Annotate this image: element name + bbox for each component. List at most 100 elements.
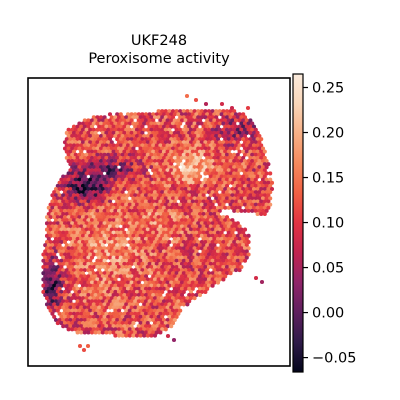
tissue-spot bbox=[82, 130, 87, 135]
tissue-spot bbox=[91, 158, 96, 164]
tissue-spot bbox=[255, 180, 260, 185]
tissue-spot bbox=[98, 134, 104, 139]
tissue-spot bbox=[212, 137, 217, 142]
tissue-spot bbox=[203, 121, 208, 126]
tissue-spot bbox=[61, 199, 66, 204]
tissue-spot bbox=[165, 168, 170, 173]
tissue-spot bbox=[203, 115, 208, 120]
tissue-spot bbox=[172, 118, 177, 123]
tissue-spot bbox=[61, 218, 66, 223]
tissue-spot bbox=[214, 121, 219, 126]
tissue-spot bbox=[138, 158, 143, 164]
tissue-spot bbox=[214, 146, 219, 151]
tissue-spot bbox=[197, 137, 203, 142]
tissue-spot bbox=[165, 124, 170, 129]
tissue-spot bbox=[197, 130, 203, 135]
tissue-spot bbox=[136, 155, 141, 160]
tissue-spot bbox=[75, 130, 80, 135]
tissue-spot bbox=[84, 134, 89, 139]
tissue-spot bbox=[264, 171, 269, 176]
tissue-spot bbox=[48, 215, 53, 220]
tissue-spot bbox=[70, 127, 75, 132]
tissue-spot bbox=[109, 177, 114, 182]
tissue-spot bbox=[230, 155, 235, 160]
tissue-spot bbox=[246, 202, 251, 207]
tissue-spot bbox=[185, 109, 190, 114]
tissue-spot bbox=[170, 158, 176, 164]
tissue-spot bbox=[205, 143, 210, 148]
tissue-spot bbox=[68, 199, 73, 204]
tissue-spot bbox=[196, 183, 201, 188]
tissue-spot bbox=[201, 137, 206, 142]
tissue-spot bbox=[91, 196, 96, 201]
tissue-spot bbox=[147, 205, 152, 210]
tissue-spot bbox=[71, 168, 77, 173]
tissue-spot bbox=[257, 171, 262, 176]
tissue-spot bbox=[188, 109, 194, 114]
tissue-spot bbox=[233, 137, 239, 142]
tissue-spot bbox=[106, 215, 111, 220]
tissue-spot bbox=[125, 155, 131, 160]
tissue-spot bbox=[190, 205, 195, 210]
tissue-spot bbox=[221, 190, 226, 195]
tissue-spot bbox=[160, 140, 165, 145]
tissue-spot bbox=[64, 137, 69, 142]
tissue-spot bbox=[241, 118, 246, 123]
tissue-spot bbox=[134, 152, 140, 157]
tissue-spot bbox=[100, 130, 105, 135]
tissue-spot bbox=[125, 218, 131, 223]
tissue-spot bbox=[88, 146, 93, 151]
tissue-spot bbox=[68, 211, 73, 217]
tissue-spot bbox=[80, 196, 86, 201]
tissue-spot bbox=[190, 218, 195, 223]
tissue-spot bbox=[97, 205, 102, 210]
tissue-spot bbox=[98, 202, 104, 207]
tissue-spot bbox=[206, 196, 212, 201]
tissue-spot bbox=[197, 168, 203, 173]
tissue-spot bbox=[196, 121, 201, 126]
tissue-spot bbox=[264, 196, 269, 201]
tissue-spot bbox=[131, 121, 136, 126]
tissue-spot bbox=[124, 177, 129, 182]
tissue-spot bbox=[93, 162, 98, 167]
tissue-spot bbox=[187, 168, 192, 173]
tissue-spot bbox=[230, 180, 235, 185]
tissue-spot bbox=[93, 205, 98, 210]
tissue-spot bbox=[71, 199, 77, 204]
tissue-spot bbox=[219, 143, 224, 148]
tissue-spot bbox=[206, 183, 212, 188]
tissue-spot bbox=[174, 121, 179, 126]
tissue-spot bbox=[192, 215, 197, 220]
tissue-spot bbox=[134, 202, 140, 207]
tissue-spot bbox=[84, 121, 89, 126]
tissue-spot bbox=[259, 187, 264, 192]
tissue-spot bbox=[124, 140, 129, 145]
tissue-spot bbox=[120, 183, 125, 188]
tissue-spot bbox=[188, 171, 194, 176]
tissue-spot bbox=[80, 183, 86, 188]
tissue-spot bbox=[106, 152, 111, 157]
tissue-spot bbox=[174, 215, 179, 220]
tissue-spot bbox=[113, 158, 118, 164]
tissue-spot bbox=[109, 190, 114, 195]
tissue-spot bbox=[88, 215, 93, 220]
tissue-spot bbox=[142, 202, 147, 207]
tissue-spot bbox=[174, 202, 179, 207]
tissue-spot bbox=[217, 109, 222, 114]
tissue-spot bbox=[133, 155, 138, 160]
tissue-spot bbox=[206, 208, 212, 213]
tissue-spot bbox=[122, 155, 127, 160]
tissue-spot bbox=[79, 149, 84, 154]
tissue-spot bbox=[151, 218, 156, 223]
tissue-spot bbox=[190, 149, 195, 154]
tissue-spot bbox=[160, 152, 165, 157]
tissue-spot bbox=[82, 211, 87, 217]
tissue-spot bbox=[190, 124, 195, 129]
tissue-spot bbox=[106, 165, 111, 170]
tissue-spot bbox=[89, 193, 95, 198]
tissue-spot bbox=[167, 140, 172, 145]
tissue-spot bbox=[266, 199, 271, 204]
tissue-spot bbox=[268, 177, 273, 182]
tissue-spot bbox=[230, 199, 235, 204]
tissue-spot bbox=[230, 143, 235, 148]
